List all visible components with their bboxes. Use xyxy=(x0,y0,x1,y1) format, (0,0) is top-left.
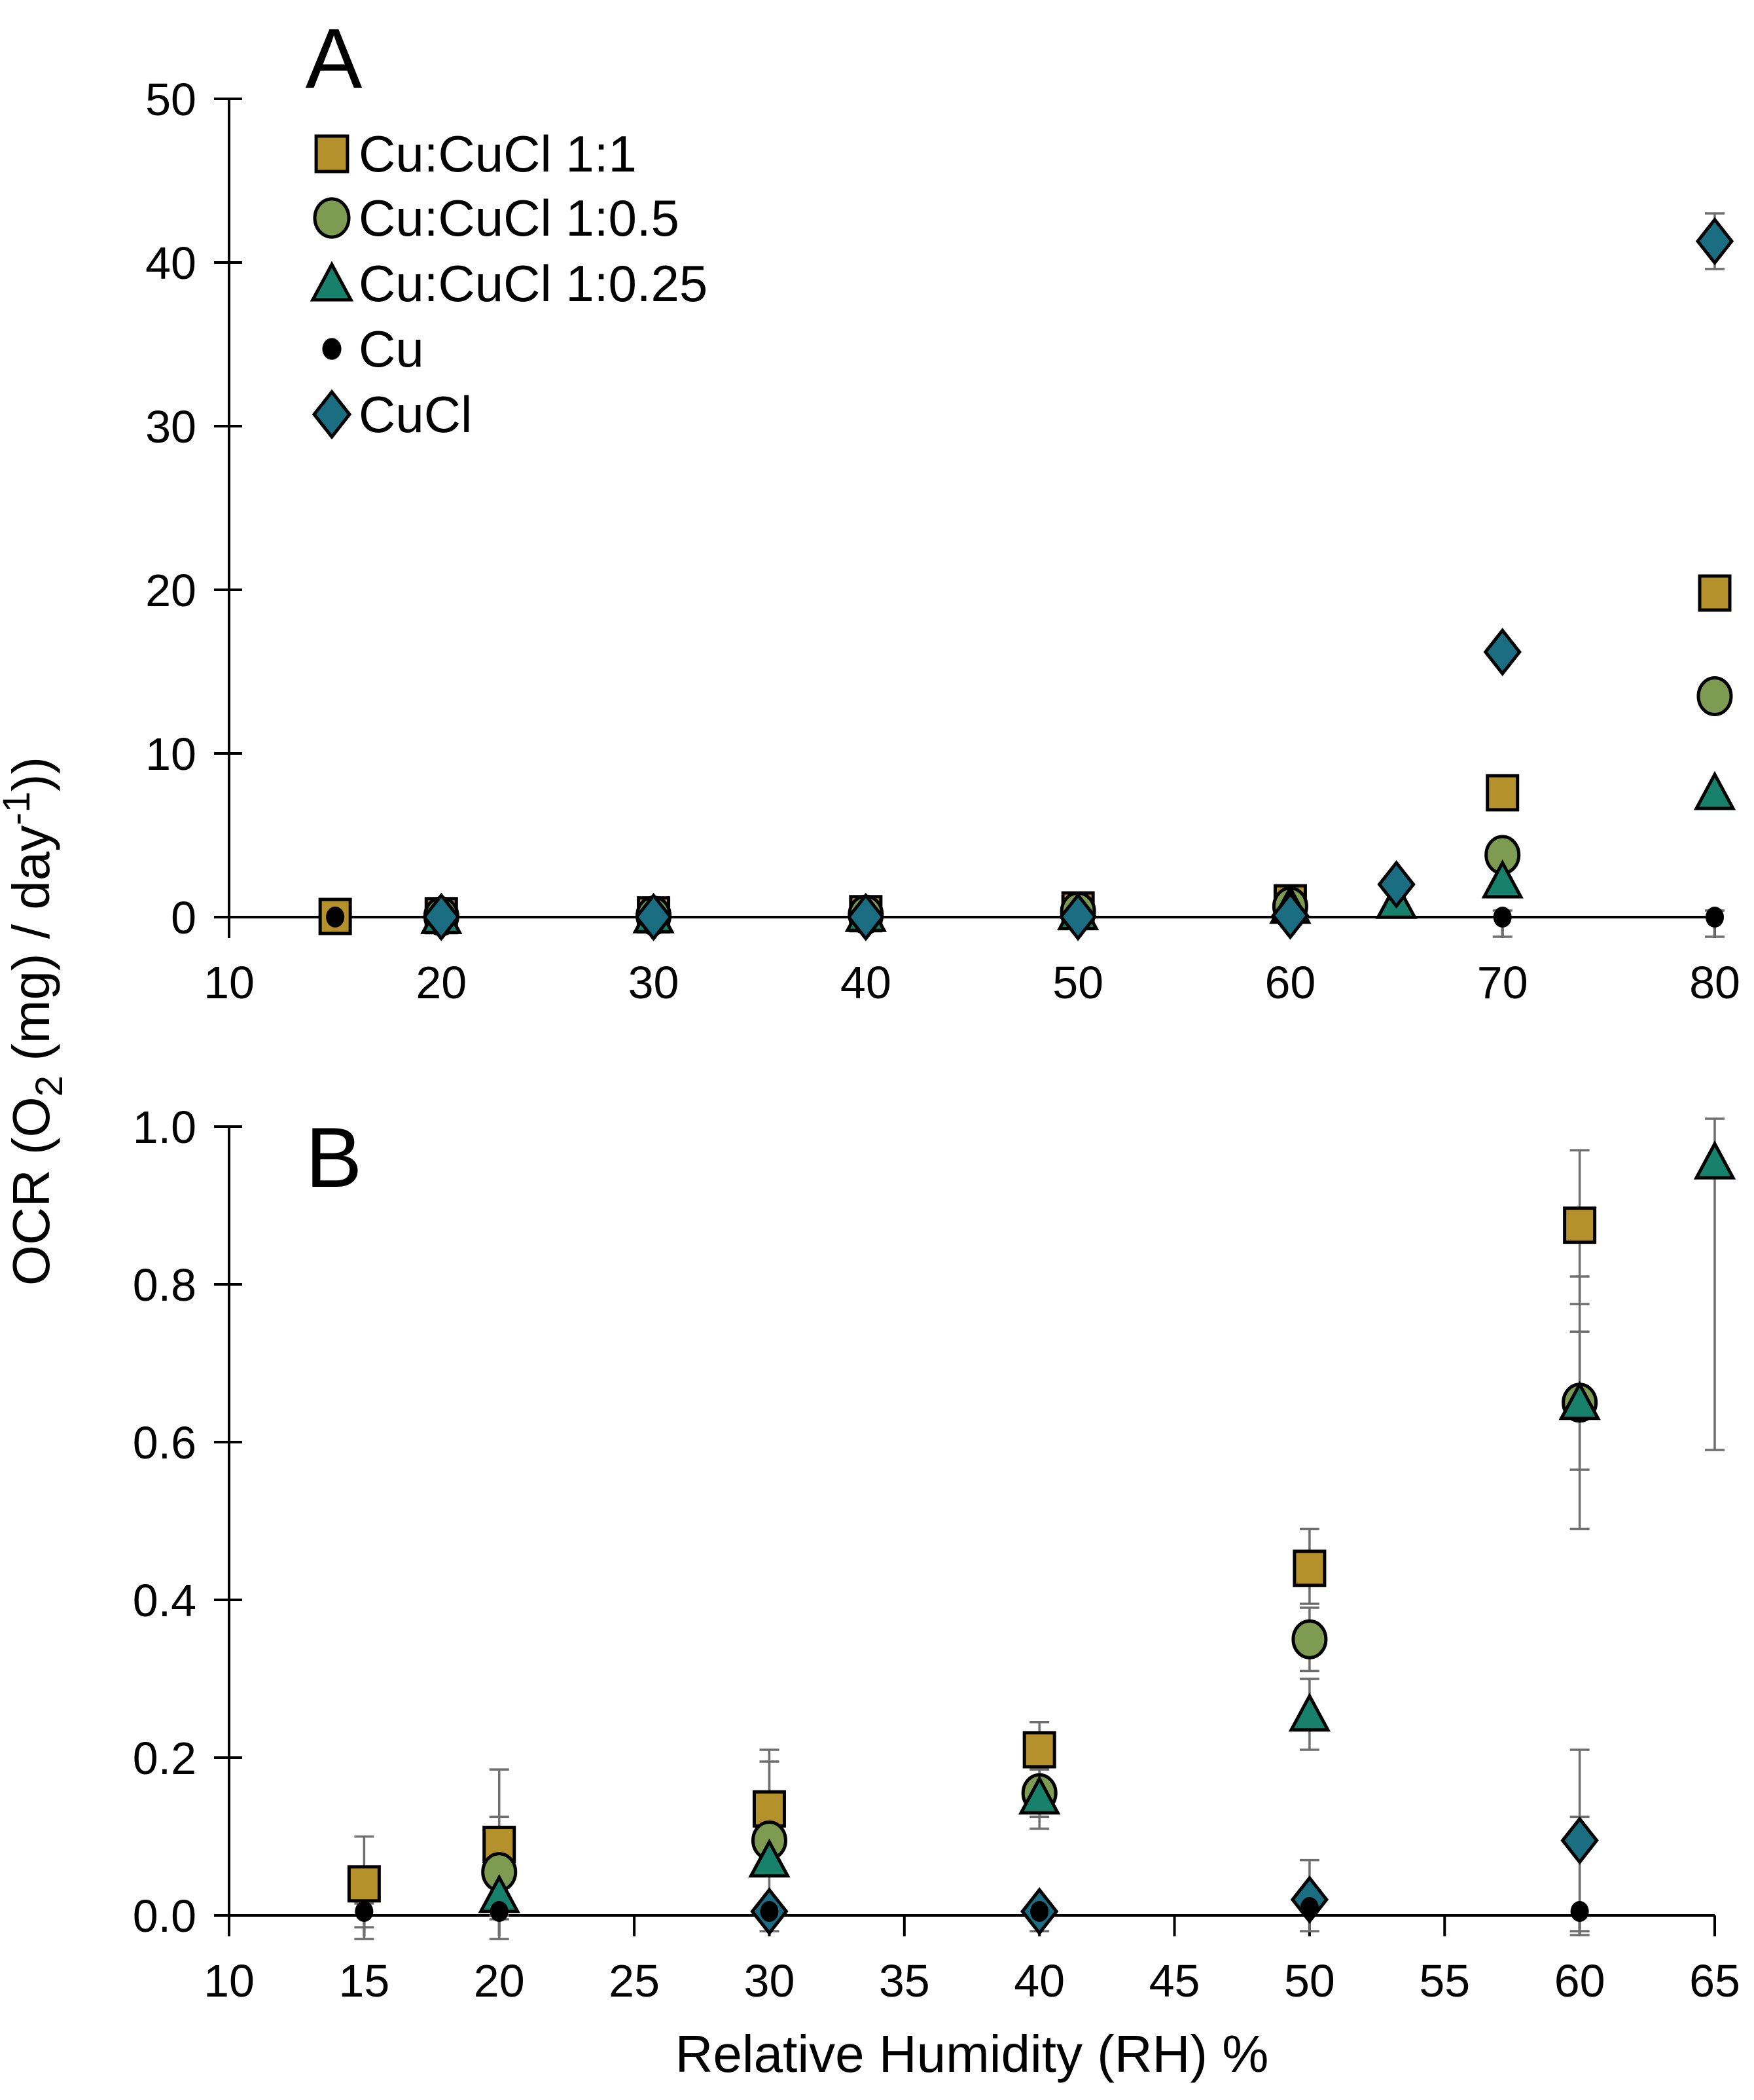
series-cu-cucl-1-0-25 xyxy=(478,1140,1736,1913)
y-tick-label: 20 xyxy=(145,565,196,616)
x-tick-label: 65 xyxy=(1689,1955,1740,2006)
dot-marker xyxy=(1570,1900,1589,1922)
legend-circle-marker xyxy=(313,197,351,239)
x-tick-label: 10 xyxy=(204,957,255,1008)
circle-marker xyxy=(1291,1619,1328,1659)
triangle-marker xyxy=(1558,1381,1601,1421)
series-cu xyxy=(355,1896,1589,1922)
x-tick-label: 50 xyxy=(1284,1955,1335,2006)
y-axis-title: OCR (O2 (mg) / day-1)) xyxy=(0,757,71,1286)
y-tick-label: 0.8 xyxy=(133,1259,196,1311)
triangle-marker xyxy=(1288,1692,1331,1732)
y-tick-label: 30 xyxy=(145,401,196,452)
y-tick-label: 40 xyxy=(145,238,196,289)
x-tick-label: 50 xyxy=(1052,957,1103,1008)
x-tick-label: 40 xyxy=(840,957,891,1008)
y-tick-label: 10 xyxy=(145,729,196,780)
triangle-marker xyxy=(748,1838,791,1878)
x-tick-label: 45 xyxy=(1149,1955,1200,2006)
triangle-marker xyxy=(1693,1140,1736,1180)
legend-label: Cu:CuCl 1:0.25 xyxy=(359,255,707,312)
diamond-marker xyxy=(846,892,886,941)
diamond-marker xyxy=(1560,1816,1599,1865)
legend-label: CuCl xyxy=(359,386,472,443)
y-tick-label: 0.4 xyxy=(133,1575,196,1626)
x-tick-label: 80 xyxy=(1689,957,1740,1008)
x-tick-label: 70 xyxy=(1477,957,1528,1008)
dot-marker xyxy=(326,906,345,928)
square-marker xyxy=(1486,774,1520,812)
series-cucl xyxy=(422,217,1734,941)
x-tick-label: 60 xyxy=(1264,957,1316,1008)
square-marker xyxy=(1698,574,1732,612)
legend-label: Cu:CuCl 1:0.5 xyxy=(359,189,679,247)
x-tick-label: 30 xyxy=(744,1955,795,2006)
x-tick-label: 25 xyxy=(609,1955,660,2006)
legend-square-marker xyxy=(314,134,349,173)
x-tick-label: 20 xyxy=(474,1955,525,2006)
legend-triangle-marker xyxy=(310,261,354,302)
dot-marker xyxy=(760,1900,779,1922)
dot-marker xyxy=(1706,907,1724,928)
panel-b: 0.0 0.2 0.4 0.6 0.8 1.0 10 15 20 25 30 35 40 45 50 55 60… xyxy=(133,1102,1740,2006)
x-tick-label: 55 xyxy=(1419,1955,1470,2006)
square-marker xyxy=(752,1790,786,1828)
y-tick-label: 0.6 xyxy=(133,1417,196,1468)
circle-marker xyxy=(1696,676,1733,716)
dot-marker xyxy=(1493,907,1512,928)
square-marker xyxy=(1293,1549,1327,1587)
triangle-marker xyxy=(1481,859,1524,899)
square-marker xyxy=(347,1865,381,1903)
panel-label-a: A xyxy=(306,10,363,106)
diamond-marker xyxy=(1271,891,1310,940)
triangle-marker xyxy=(1693,770,1736,810)
legend-diamond-marker xyxy=(312,389,352,440)
square-marker xyxy=(1563,1206,1597,1244)
x-tick-label: 40 xyxy=(1014,1955,1065,2006)
diamond-marker xyxy=(634,892,673,941)
y-tick-label: 0.2 xyxy=(133,1733,196,1784)
dot-marker xyxy=(1030,1900,1049,1922)
diamond-marker xyxy=(1377,860,1416,909)
x-tick-label: 30 xyxy=(628,957,679,1008)
x-tick-label: 10 xyxy=(204,1955,255,2006)
dot-marker xyxy=(490,1900,509,1922)
square-marker xyxy=(1022,1731,1056,1769)
panel-label-b: B xyxy=(306,1110,363,1205)
y-tick-label: 50 xyxy=(145,74,196,125)
dot-marker xyxy=(355,1900,374,1922)
legend-label: Cu:CuCl 1:1 xyxy=(359,125,637,183)
x-tick-label: 20 xyxy=(416,957,467,1008)
triangle-marker xyxy=(1018,1775,1061,1815)
x-tick-label: 60 xyxy=(1554,1955,1605,2006)
diamond-marker xyxy=(422,892,461,941)
y-tick-label: 0.0 xyxy=(133,1891,196,1942)
diamond-marker xyxy=(1483,627,1522,677)
legend-dot-marker xyxy=(322,338,342,360)
x-axis-title: Relative Humidity (RH) % xyxy=(675,2025,1269,2083)
diamond-marker xyxy=(1695,217,1734,266)
y-tick-label: 0 xyxy=(171,892,196,943)
x-tick-label: 35 xyxy=(879,1955,930,2006)
y-tick-label: 1.0 xyxy=(133,1102,196,1153)
x-tick-label: 15 xyxy=(338,1955,389,2006)
diamond-marker xyxy=(1058,892,1098,941)
dot-marker xyxy=(1300,1896,1319,1918)
legend-label: Cu xyxy=(359,320,424,378)
legend: Cu:CuCl 1:1 Cu:CuCl 1:0.5 Cu:CuCl 1:0.25 Cu… xyxy=(310,125,707,443)
